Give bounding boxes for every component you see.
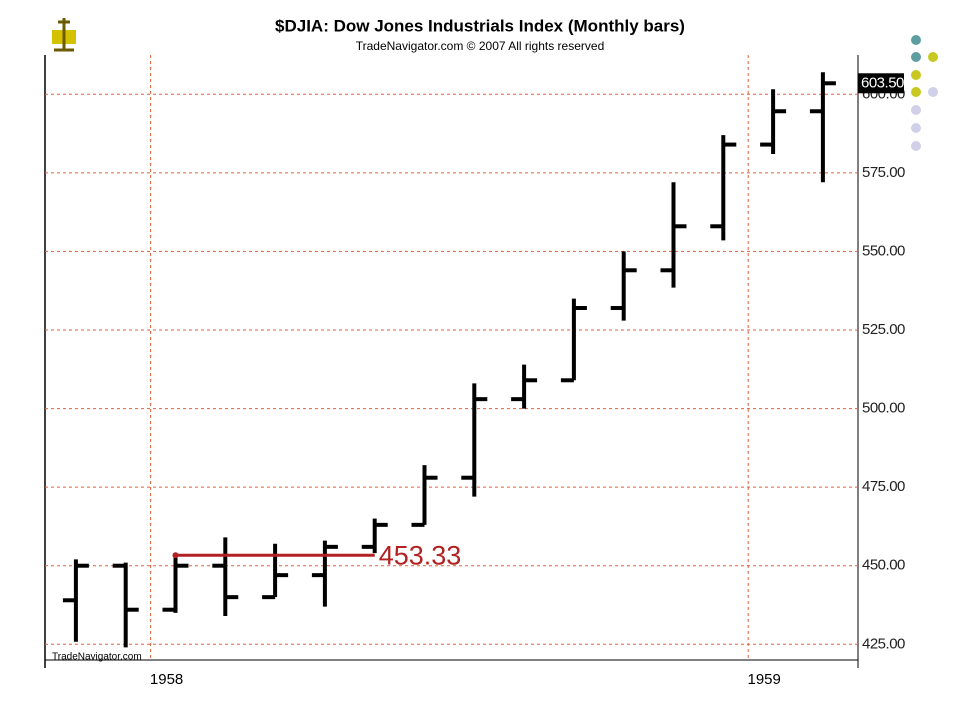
last-price-box <box>858 73 904 94</box>
annotation-label: 453.33 <box>379 540 462 570</box>
y-tick-label: 525.00 <box>862 321 905 338</box>
last-price-label: 603.50 <box>861 74 904 91</box>
y-tick-label: 425.00 <box>862 635 905 652</box>
x-tick-label: 1959 <box>748 671 781 688</box>
chart-title: $DJIA: Dow Jones Industrials Index (Mont… <box>275 16 685 35</box>
y-tick-label: 450.00 <box>862 557 905 574</box>
decoration-dots <box>911 35 938 151</box>
y-tick-label: 550.00 <box>862 242 905 259</box>
y-tick-label: 475.00 <box>862 478 905 495</box>
y-tick-label: 575.00 <box>862 164 905 181</box>
y-tick-label: 500.00 <box>862 400 905 417</box>
x-tick-label: 1958 <box>150 671 183 688</box>
chart-subtitle: TradeNavigator.com © 2007 All rights res… <box>356 39 605 53</box>
annotation-dot <box>172 552 179 559</box>
watermark: TradeNavigator.com <box>52 652 142 663</box>
logo <box>52 18 76 52</box>
